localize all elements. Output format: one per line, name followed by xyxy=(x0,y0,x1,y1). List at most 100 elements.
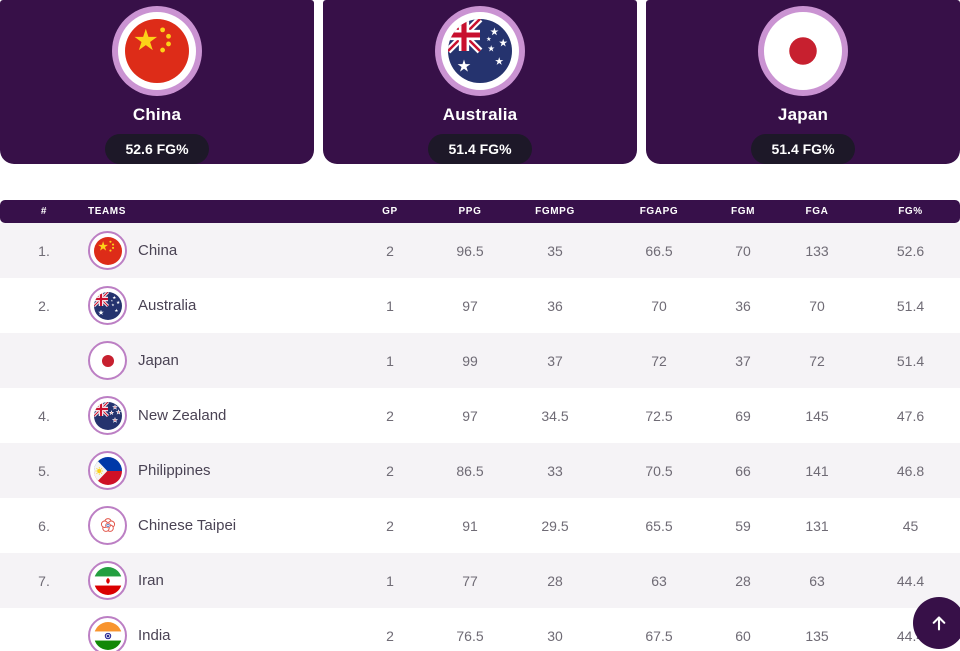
rank-cell: 7. xyxy=(38,572,50,589)
team-cell: New Zealand xyxy=(88,396,345,435)
stat-cell: 70 xyxy=(735,242,751,259)
column-header-teams: TEAMS xyxy=(88,206,126,217)
stat-cell: 145 xyxy=(805,407,829,424)
up-arrow-icon xyxy=(932,616,946,631)
stat-cell: 131 xyxy=(805,517,829,534)
table-row[interactable]: 7. Iran 1 77 28 63 28 63 44.4 xyxy=(0,553,960,608)
stat-cell: 70 xyxy=(651,297,667,314)
leader-team-name: Japan xyxy=(777,105,829,124)
team-cell: Chinese Taipei xyxy=(88,506,345,545)
table-row[interactable]: Japan 1 99 37 72 37 72 51.4 xyxy=(0,333,960,388)
team-stats-table: # TEAMS GP PPG FGMPG FGAPG FGM FGA FG% 1. China 2 9… xyxy=(0,200,960,651)
stat-cell: 86.5 xyxy=(456,462,484,479)
rank-cell: 6. xyxy=(38,517,50,534)
stat-cell: 51.4 xyxy=(896,297,925,314)
table-row[interactable]: 4. New Zealand 2 97 34.5 72.5 69 145 47.6 xyxy=(0,388,960,443)
australia-flag-icon xyxy=(441,12,519,90)
stat-cell: 133 xyxy=(805,242,829,259)
stat-cell: 52.6 xyxy=(896,242,925,259)
stat-cell: 51.4 xyxy=(896,352,925,369)
stat-cell: 37 xyxy=(547,352,563,369)
leader-card: Japan 51.4 FG% xyxy=(646,0,960,164)
stat-cell: 28 xyxy=(547,572,563,589)
stat-cell: 63 xyxy=(651,572,667,589)
stat-cell: 33 xyxy=(547,462,563,479)
leader-stat-badge: 52.6 FG% xyxy=(105,134,209,164)
stat-cell: 77 xyxy=(462,572,478,589)
stat-cell: 97 xyxy=(462,297,478,314)
stat-cell: 59 xyxy=(735,517,751,534)
stat-cell: 37 xyxy=(735,352,751,369)
stat-cell: 45 xyxy=(902,517,919,534)
table-row[interactable]: 2. Australia 1 97 36 70 36 70 51.4 xyxy=(0,278,960,333)
stat-cell: 36 xyxy=(547,297,563,314)
column-header-fg: FG% xyxy=(898,206,923,217)
stat-cell: 135 xyxy=(805,627,829,644)
rank-cell: 1. xyxy=(38,242,50,259)
stat-cell: 1 xyxy=(386,297,394,314)
stat-cell: 97 xyxy=(462,407,478,424)
nz-flag-icon xyxy=(88,396,127,435)
column-header-rank: # xyxy=(40,206,48,217)
india-flag-icon xyxy=(88,616,127,651)
china-flag-icon xyxy=(118,12,196,90)
rank-cell: 4. xyxy=(38,407,50,424)
leader-stat-badge: 51.4 FG% xyxy=(428,134,532,164)
stat-cell: 69 xyxy=(735,407,751,424)
stat-cell: 2 xyxy=(386,517,394,534)
stat-cell: 70 xyxy=(809,297,825,314)
rank-cell: 5. xyxy=(38,462,50,479)
stat-cell: 91 xyxy=(462,517,478,534)
stat-cell: 35 xyxy=(547,242,563,259)
team-name: Chinese Taipei xyxy=(138,517,237,534)
stat-cell: 46.8 xyxy=(896,462,925,479)
team-name: Iran xyxy=(138,572,164,589)
stat-cell: 67.5 xyxy=(645,627,673,644)
stat-cell: 66 xyxy=(735,462,751,479)
team-name: Australia xyxy=(138,297,197,314)
leader-card: China 52.6 FG% xyxy=(0,0,314,164)
stat-cell: 96.5 xyxy=(456,242,484,259)
leader-card: Australia 51.4 FG% xyxy=(323,0,637,164)
philippines-flag-icon xyxy=(88,451,127,490)
stat-cell: 66.5 xyxy=(645,242,673,259)
stat-cell: 2 xyxy=(386,407,394,424)
stat-cell: 63 xyxy=(809,572,825,589)
leader-stat-badge: 51.4 FG% xyxy=(751,134,855,164)
column-header-ppg: PPG xyxy=(458,206,482,217)
stat-cell: 72 xyxy=(651,352,667,369)
leader-team-name: Australia xyxy=(442,105,518,124)
team-cell: Iran xyxy=(88,561,345,600)
stat-cell: 72.5 xyxy=(645,407,673,424)
column-header-fgm: FGM xyxy=(730,206,756,217)
column-header-fga: FGA xyxy=(805,206,829,217)
stat-cell: 2 xyxy=(386,627,394,644)
stat-cell: 34.5 xyxy=(541,407,569,424)
japan-flag-icon xyxy=(764,12,842,90)
table-row[interactable]: India 2 76.5 30 67.5 60 135 44.4 xyxy=(0,608,960,651)
table-row[interactable]: 6. Chinese Taipei 2 91 29.5 65.5 59 131 45 xyxy=(0,498,960,553)
stat-cell: 44.4 xyxy=(896,572,925,589)
team-cell: India xyxy=(88,616,345,651)
leaders-section: China 52.6 FG% Australia 51.4 FG% Japan 51.4 … xyxy=(0,0,960,164)
team-name: China xyxy=(138,242,178,259)
iran-flag-icon xyxy=(88,561,127,600)
taipei-flag-icon xyxy=(88,506,127,545)
stat-cell: 99 xyxy=(462,352,478,369)
team-name: India xyxy=(138,627,171,644)
team-cell: China xyxy=(88,231,345,270)
stat-cell: 29.5 xyxy=(541,517,569,534)
japan-flag-icon xyxy=(88,341,127,380)
scroll-to-top-button[interactable] xyxy=(913,597,960,649)
stat-cell: 47.6 xyxy=(896,407,925,424)
team-cell: Australia xyxy=(88,286,345,325)
stat-cell: 30 xyxy=(547,627,563,644)
table-row[interactable]: 1. China 2 96.5 35 66.5 70 133 52.6 xyxy=(0,223,960,278)
stat-cell: 60 xyxy=(735,627,751,644)
stat-cell: 65.5 xyxy=(645,517,673,534)
team-cell: Philippines xyxy=(88,451,345,490)
stat-cell: 76.5 xyxy=(456,627,484,644)
table-header-row: # TEAMS GP PPG FGMPG FGAPG FGM FGA FG% xyxy=(0,200,960,223)
table-row[interactable]: 5. Philippines 2 86.5 33 70.5 66 141 46.8 xyxy=(0,443,960,498)
